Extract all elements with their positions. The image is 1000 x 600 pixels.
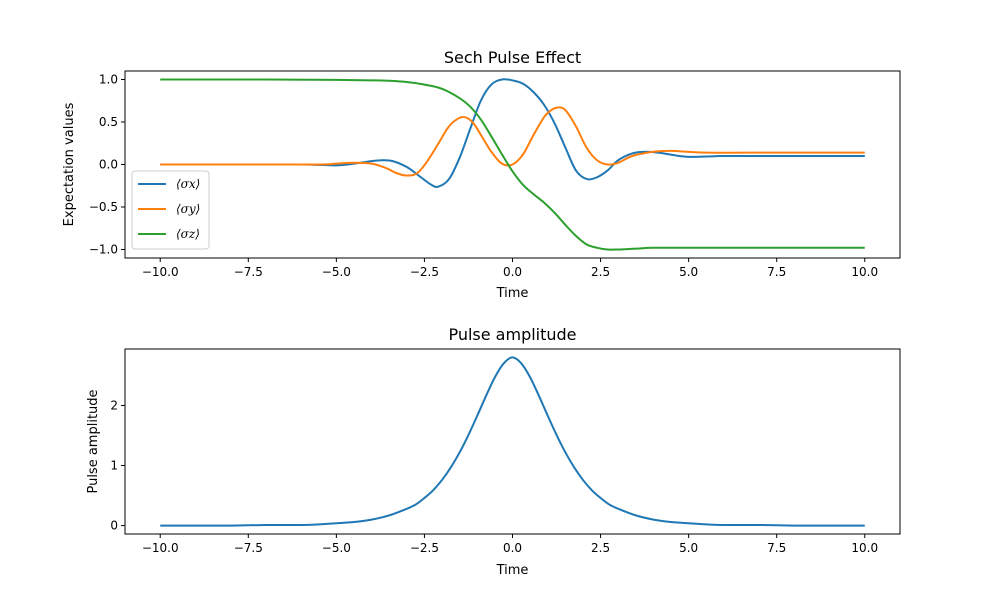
- top-chart-marks: [160, 78, 865, 251]
- legend-label-sigma-y: ⟨σy⟩: [176, 202, 200, 216]
- top-x-tick-label: 7.5: [767, 265, 786, 279]
- legend-label-sigma-x: ⟨σx⟩: [176, 177, 200, 191]
- top-y-axis-label: Expectation values: [62, 102, 77, 226]
- bottom-y-ticks: 0 1 2: [110, 398, 125, 533]
- top-y-tick-label: 1.0: [99, 73, 118, 87]
- legend-label-sigma-z: ⟨σz⟩: [176, 227, 200, 241]
- bottom-x-tick-label: −7.5: [234, 541, 263, 555]
- legend-box: [131, 170, 210, 250]
- legend-entry-sigma-z: ⟨σz⟩: [138, 227, 200, 241]
- bottom-y-tick-label: 1: [110, 459, 118, 473]
- bottom-x-tick-label: 5.0: [679, 541, 698, 555]
- top-x-tick-label: −2.5: [410, 265, 439, 279]
- top-chart: Sech Pulse Effect −10.0 −7.5 −5.0 −2.5 0.0 2.…: [62, 48, 901, 301]
- bottom-x-tick-label: −5.0: [322, 541, 351, 555]
- bottom-chart-title: Pulse amplitude: [448, 325, 576, 344]
- top-x-tick-label: 10.0: [851, 265, 878, 279]
- top-x-tick-label: 5.0: [679, 265, 698, 279]
- top-y-tick-label: −0.5: [89, 200, 118, 214]
- bottom-y-tick-label: 2: [110, 398, 118, 412]
- top-y-tick-label: −1.0: [89, 243, 118, 257]
- top-x-axis-label: Time: [496, 286, 529, 301]
- bottom-x-tick-label: −2.5: [410, 541, 439, 555]
- bottom-x-tick-label: 0.0: [503, 541, 522, 555]
- legend-entry-sigma-x: ⟨σx⟩: [138, 177, 200, 191]
- top-x-tick-label: −7.5: [234, 265, 263, 279]
- legend: ⟨σx⟩ ⟨σy⟩ ⟨σz⟩: [131, 170, 210, 250]
- top-series-line-0: [160, 78, 865, 188]
- legend-entry-sigma-y: ⟨σy⟩: [138, 202, 200, 216]
- bottom-series-line-0: [160, 356, 865, 527]
- top-x-tick-label: 2.5: [591, 265, 610, 279]
- top-y-ticks: −1.0 −0.5 0.0 0.5 1.0: [89, 73, 125, 257]
- top-series-line-2: [160, 78, 865, 251]
- top-chart-title: Sech Pulse Effect: [444, 48, 581, 67]
- top-series-line-1: [160, 106, 865, 177]
- bottom-chart-marks: [160, 356, 865, 527]
- top-y-tick-label: 0.0: [99, 158, 118, 172]
- bottom-x-tick-label: 10.0: [851, 541, 878, 555]
- top-y-tick-label: 0.5: [99, 115, 118, 129]
- bottom-y-tick-label: 0: [110, 519, 118, 533]
- top-x-tick-label: −5.0: [322, 265, 351, 279]
- bottom-x-ticks: −10.0 −7.5 −5.0 −2.5 0.0 2.5 5.0 7.5 10.0: [142, 534, 878, 555]
- top-x-tick-label: 0.0: [503, 265, 522, 279]
- bottom-y-axis-label: Pulse amplitude: [86, 389, 101, 493]
- bottom-x-tick-label: −10.0: [142, 541, 179, 555]
- bottom-x-tick-label: 2.5: [591, 541, 610, 555]
- top-x-tick-label: −10.0: [142, 265, 179, 279]
- bottom-x-axis-label: Time: [496, 563, 529, 578]
- top-x-ticks: −10.0 −7.5 −5.0 −2.5 0.0 2.5 5.0 7.5 10.0: [142, 258, 878, 279]
- bottom-chart: Pulse amplitude −10.0 −7.5 −5.0 −2.5 0.0 2.5 5…: [86, 325, 901, 578]
- bottom-x-tick-label: 7.5: [767, 541, 786, 555]
